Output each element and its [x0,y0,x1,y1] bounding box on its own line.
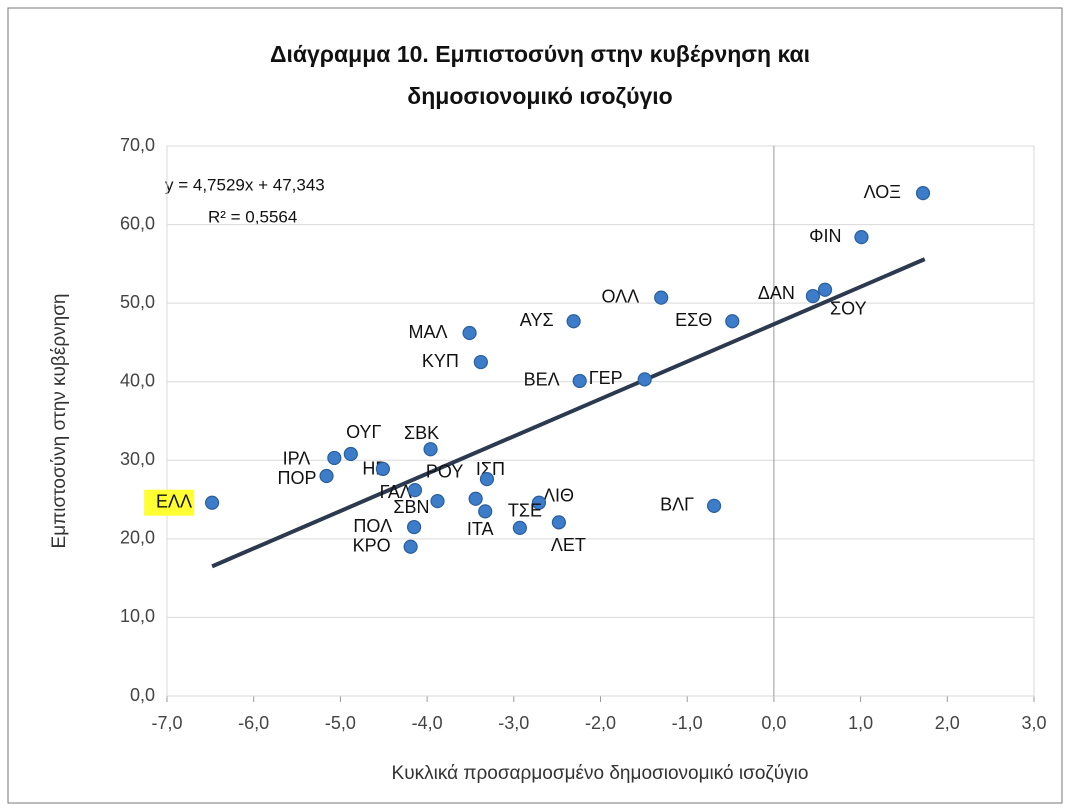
point [473,354,488,370]
point [551,515,566,530]
point [915,186,931,201]
x-tick-label: -2,0 [585,713,616,733]
point [479,472,495,487]
point-label: ΤΣΕ [508,501,542,521]
chart-border [7,7,1063,804]
point [423,442,438,457]
point [204,495,220,510]
point-label: ΣΟΥ [830,299,867,319]
y-axis-label: Εμπιστοσύνη στην κυβέρνηση [49,294,70,549]
point [725,314,740,329]
point [430,494,445,509]
x-tick-label: -5,0 [325,713,356,733]
point [319,468,334,484]
x-tick-label: -6,0 [238,713,269,733]
y-tick-label: 60,0 [120,213,155,233]
point-label: ΔΑΝ [758,283,795,303]
point-label: ΙΤΑ [467,519,494,539]
point-label: ΠΟΡ [278,468,317,488]
y-tick-label: 50,0 [120,292,155,312]
point [566,314,581,329]
point [462,325,477,341]
point [343,446,358,462]
point [572,373,587,389]
point [805,288,821,304]
point-label: ΑΥΣ [520,310,554,330]
point-label: ΣΒΚ [404,423,439,443]
x-tick-label: 1,0 [848,713,873,733]
point [854,230,869,245]
x-axis-label: Κυκλικά προσαρμοσμένο δημοσιονομικό ισοζ… [392,763,809,784]
y-tick-label: 30,0 [120,449,155,469]
x-tick-label: -4,0 [412,713,443,733]
point-label: ΡΟΥ [426,462,463,482]
point-label: ΒΛΓ [660,495,694,515]
y-tick-label: 0,0 [130,685,155,705]
point [327,450,342,466]
point [531,495,547,510]
point [406,519,422,535]
point-label: ΦΙΝ [809,226,841,246]
point-label: ΚΡΟ [353,535,391,555]
y-tick-label: 20,0 [120,528,155,548]
point-label: ΓΕΡ [589,368,623,388]
point-label: ΠΟΛ [353,516,392,536]
point [706,498,722,513]
point-label: ΟΥΓ [346,422,381,442]
point-label: ΣΒΝ [393,497,429,517]
point-label: ΚΥΠ [422,351,459,371]
y-tick-label: 70,0 [120,135,155,155]
x-tick-label: 3,0 [1021,713,1046,733]
point-label: ΒΕΛ [524,370,560,390]
x-tick-label: 2,0 [935,713,960,733]
point-label: ΟΛΛ [601,286,639,306]
x-tick-label: 0,0 [761,713,786,733]
point [817,282,833,297]
point [468,491,483,506]
point [637,372,652,387]
point-label: ΕΛΛ [156,491,192,511]
point [512,520,527,535]
y-tick-label: 40,0 [120,370,155,390]
point-label: ΛΟΞ [864,182,901,202]
x-tick-label: -3,0 [498,713,529,733]
point-label: ΙΡΛ [283,449,311,469]
x-tick-label: -7,0 [151,713,182,733]
point [478,504,493,519]
trendline [211,257,926,569]
point-label: ΓΑΛ [380,482,412,502]
trend-equation: y = 4,7529x + 47,343 [165,175,325,194]
trend-r2: R² = 0,5564 [208,207,297,226]
chart-title: Διάγραμμα 10. Εμπιστοσύνη στην κυβέρνηση… [270,41,810,67]
point [403,539,418,554]
point [654,290,669,305]
point-label: ΕΣΘ [675,310,712,330]
x-tick-label: -1,0 [672,713,703,733]
point-label: ΜΑΛ [409,322,448,342]
point [375,461,390,477]
point-label: ΛΕΤ [551,535,586,555]
label-highlight [144,489,195,516]
point-label: ΛΙΘ [543,485,574,505]
y-tick-label: 10,0 [120,606,155,626]
point [407,483,423,498]
plot-border [166,145,1035,697]
chart-title: δημοσιονομικό ισοζύγιο [407,83,672,109]
